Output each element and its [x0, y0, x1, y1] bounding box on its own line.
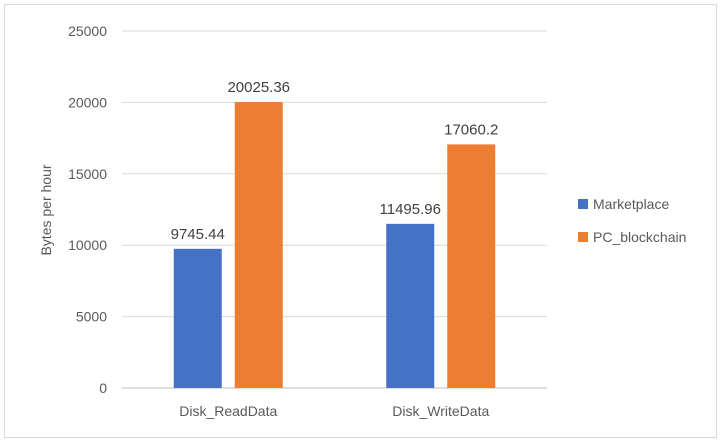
x-tick-label: Disk_WriteData: [392, 403, 489, 419]
legend-label: PC_blockchain: [593, 229, 686, 245]
y-axis-title: Bytes per hour: [38, 164, 54, 255]
data-labels: 9745.44 20025.36 11495.96 17060.2: [171, 79, 499, 243]
y-tick-label: 10000: [68, 237, 107, 253]
y-tick-label: 25000: [68, 23, 107, 39]
x-tick-label: Disk_ReadData: [179, 403, 277, 419]
x-tick-labels: Disk_ReadData Disk_WriteData: [179, 403, 489, 419]
chart-frame: [4, 4, 717, 438]
y-tick-label: 20000: [68, 94, 107, 110]
data-label: 17060.2: [444, 121, 498, 138]
bar-marketplace-1: [386, 223, 435, 388]
bar-pc-blockchain-0: [234, 102, 283, 389]
data-label: 20025.36: [227, 79, 290, 96]
y-tick-label: 15000: [68, 166, 107, 182]
legend-label: Marketplace: [593, 196, 669, 212]
bars: [173, 102, 496, 389]
bar-marketplace-0: [173, 248, 222, 388]
legend-swatch: [578, 232, 588, 242]
y-tick-labels: 0 5000 10000 15000 20000 25000: [68, 23, 107, 396]
legend: Marketplace PC_blockchain: [578, 196, 686, 245]
bar-pc-blockchain-1: [447, 144, 496, 388]
y-tick-label: 5000: [76, 309, 107, 325]
legend-swatch: [578, 199, 588, 209]
data-label: 9745.44: [171, 226, 225, 243]
y-tick-label: 0: [99, 380, 107, 396]
data-label: 11495.96: [380, 201, 441, 218]
